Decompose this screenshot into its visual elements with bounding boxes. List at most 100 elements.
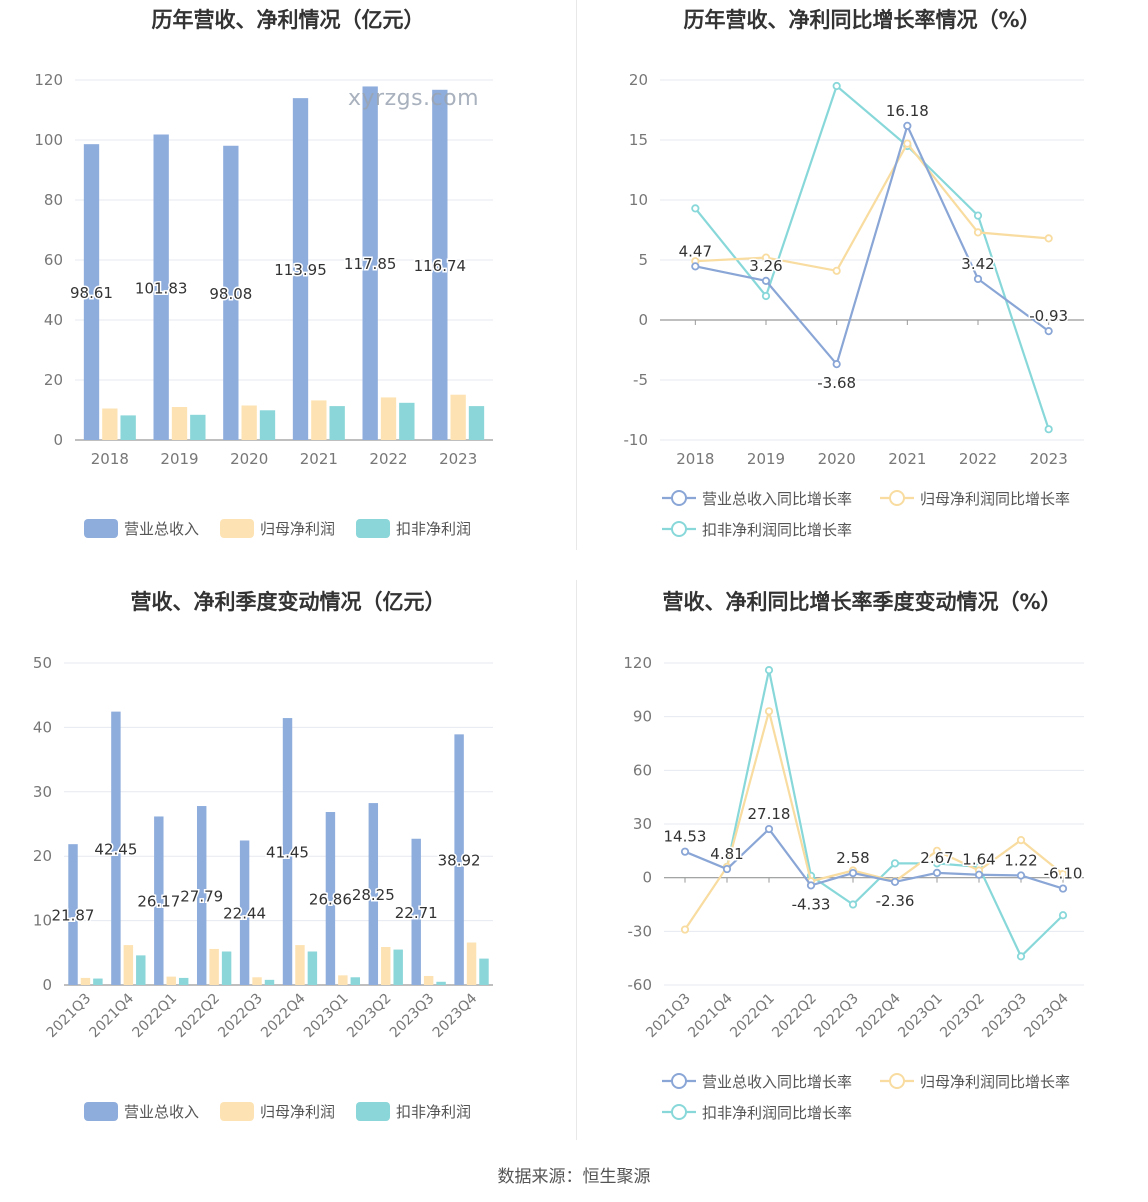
chart-svg: -10 -5 0 5 10 15 20 2018 2019 2020 2021 2022 2023 4.4… <box>624 71 1084 539</box>
bar <box>136 955 146 985</box>
bar <box>292 98 309 441</box>
data-point <box>832 81 841 91</box>
bar <box>411 838 421 985</box>
data-label: 14.53 <box>664 828 707 846</box>
data-point <box>761 276 771 285</box>
data-label: 2.67 <box>920 849 953 867</box>
x-tick-label: 2018 <box>676 450 714 468</box>
x-tick-label: 2023Q3 <box>387 991 438 1042</box>
data-label: 4.81 <box>710 845 743 863</box>
bar <box>311 400 327 440</box>
y-tick-label: 90 <box>633 708 652 726</box>
annual-revenue-profit-chart: 历年营收、净利情况（亿元） 0 20 40 60 80 100 120 2018 2019 202… <box>0 0 576 560</box>
data-point <box>722 864 732 874</box>
bar <box>223 145 239 440</box>
bar <box>423 975 434 985</box>
data-label: 26.86 <box>309 891 352 909</box>
data-point <box>1058 884 1068 893</box>
legend-marker <box>889 1073 905 1089</box>
bar <box>468 406 485 440</box>
data-point <box>764 824 774 834</box>
x-tick-label: 2019 <box>747 450 785 468</box>
data-source-footer: 数据来源：恒生聚源 <box>497 1167 651 1187</box>
legend-label: 营业总收入 <box>124 520 199 538</box>
x-tick-label: 2023Q1 <box>301 991 352 1042</box>
legend-label: 扣非净利润 <box>396 520 471 538</box>
legend-swatch <box>220 519 254 538</box>
bar <box>259 410 276 440</box>
quarterly-growth-rate-chart: 营收、净利同比增长率季度变动情况（%） -60 -30 0 30 60 90 120 2021… <box>576 580 1148 1150</box>
y-tick-label: 20 <box>44 371 63 389</box>
data-label: -6.10 <box>1044 865 1083 883</box>
data-point <box>932 868 942 877</box>
data-point <box>691 204 700 213</box>
bar <box>171 407 188 440</box>
bar <box>399 402 415 440</box>
data-label: 101.83 <box>135 279 188 297</box>
data-point <box>680 847 690 856</box>
x-tick-label: 2022 <box>959 450 997 468</box>
y-tick-label: -5 <box>633 371 648 389</box>
x-tick-label: 2018 <box>91 450 129 468</box>
bar <box>153 134 169 440</box>
legend-swatch <box>356 1102 390 1121</box>
x-tick-label: 2022Q1 <box>727 991 778 1042</box>
data-point <box>848 868 858 878</box>
chart-title: 营收、净利同比增长率季度变动情况（%） <box>662 590 1062 614</box>
bar <box>432 89 448 440</box>
data-point <box>764 666 774 675</box>
legend-marker <box>889 490 905 506</box>
legend-label: 扣非净利润同比增长率 <box>702 521 852 539</box>
bar <box>466 942 477 985</box>
annual-growth-rate-chart: 历年营收、净利同比增长率情况（%） -10 -5 0 5 10 15 20 2018 2019 2… <box>576 0 1148 560</box>
data-label: 28.25 <box>352 886 395 904</box>
data-label: 41.45 <box>266 844 309 862</box>
chart-svg: -60 -30 0 30 60 90 120 2021Q32021Q42022Q12022Q2… <box>623 654 1084 1122</box>
y-tick-label: 100 <box>34 131 63 149</box>
x-tick-label: 2022 <box>369 450 407 468</box>
data-point <box>890 859 900 868</box>
y-tick-label: 30 <box>33 783 52 801</box>
data-point <box>1044 327 1053 336</box>
legend-label: 扣非净利润同比增长率 <box>702 1104 852 1122</box>
bar <box>393 949 403 985</box>
x-tick-label: 2023Q2 <box>344 991 395 1042</box>
bar <box>454 734 464 985</box>
bar <box>264 979 275 985</box>
x-tick-label: 2021Q3 <box>44 991 95 1042</box>
y-tick-label: 50 <box>33 654 52 672</box>
x-tick-label: 2022Q3 <box>215 991 266 1042</box>
y-tick-label: 120 <box>623 654 652 672</box>
x-tick-label: 2022Q2 <box>769 991 820 1042</box>
data-label: 4.47 <box>679 242 712 260</box>
legend-label: 归母净利润 <box>260 520 335 538</box>
y-tick-label: 40 <box>44 311 63 329</box>
chart-title: 营收、净利季度变动情况（亿元） <box>130 590 446 614</box>
data-point <box>890 877 900 886</box>
y-tick-label: 0 <box>53 431 63 449</box>
legend-swatch <box>220 1102 254 1121</box>
bar <box>68 844 78 985</box>
bar <box>221 951 232 985</box>
x-tick-label: 2021Q3 <box>643 991 694 1042</box>
y-tick-label: -10 <box>624 431 649 449</box>
data-point <box>932 859 942 868</box>
data-point <box>680 925 690 934</box>
x-tick-label: 2021 <box>888 450 926 468</box>
data-point <box>1016 952 1026 961</box>
data-label: 2.58 <box>836 849 869 867</box>
bar <box>239 840 250 985</box>
bar <box>436 981 446 985</box>
bar <box>479 958 489 985</box>
data-label: 21.87 <box>52 907 95 925</box>
bar <box>252 977 262 985</box>
series-line <box>695 141 1049 273</box>
data-label: 27.18 <box>748 805 791 823</box>
bar <box>178 977 189 985</box>
data-point <box>903 121 912 130</box>
bar <box>102 408 118 440</box>
x-tick-label: 2023 <box>439 450 477 468</box>
bar <box>381 947 391 985</box>
data-point <box>1016 835 1026 845</box>
legend-marker <box>671 1104 687 1120</box>
